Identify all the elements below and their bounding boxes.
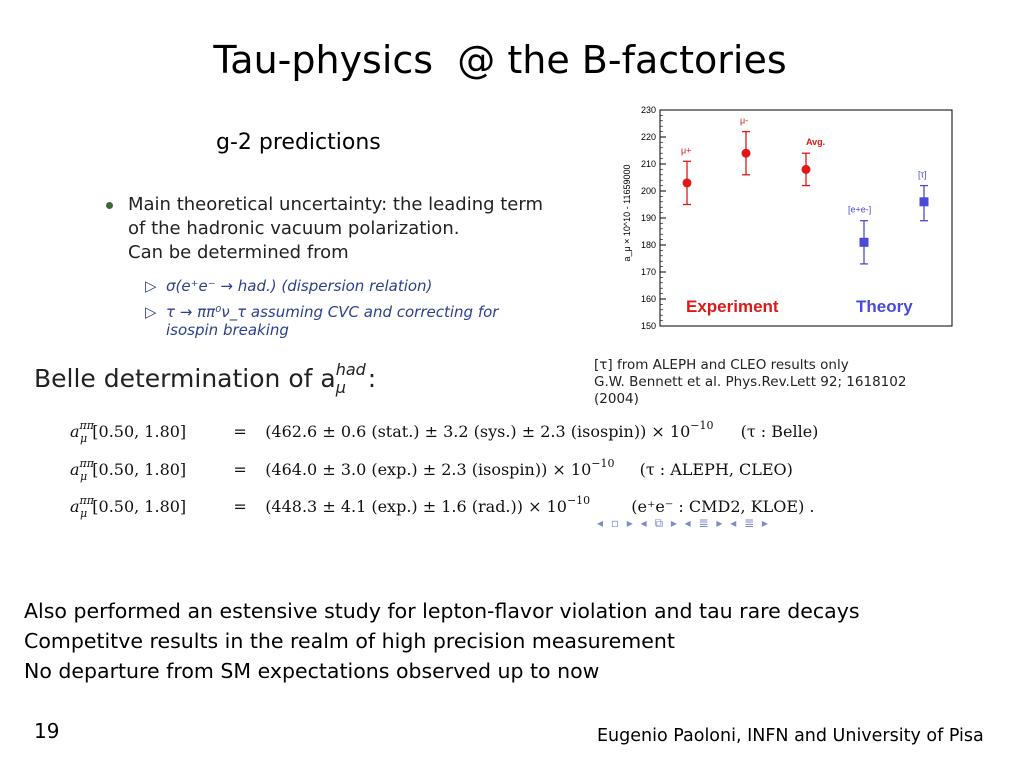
data-point: [682, 178, 692, 188]
conclusion-line: Also performed an estensive study for le…: [24, 599, 860, 623]
eq-symbol-sup: ππ: [79, 419, 95, 432]
data-point: [801, 164, 811, 174]
data-point: [919, 197, 929, 207]
slide-title: Tau-physics @ the B-factories: [213, 38, 787, 82]
eq-rhs: (464.0 ± 3.0 (exp.) ± 2.3 (isospin)) × 1…: [265, 460, 592, 479]
y-tick-label: 150: [641, 321, 656, 331]
eq-tag: (τ : Belle): [740, 422, 819, 441]
sub-items-list: ▷ σ(e⁺e⁻ → had.) (dispersion relation) ▷…: [145, 277, 545, 347]
point-label: [τ]: [918, 170, 927, 180]
group-label-experiment: Experiment: [686, 297, 779, 316]
chart-caption: [τ] from ALEPH and CLEO results only G.W…: [594, 357, 994, 408]
triangle-icon: ▷: [145, 303, 157, 321]
y-tick-label: 190: [641, 213, 656, 223]
y-tick-label: 200: [641, 186, 656, 196]
equation-2: aππμ [0.50, 1.80] = (464.0 ± 3.0 (exp.) …: [70, 457, 793, 483]
y-tick-label: 230: [641, 105, 656, 115]
eq-range: [0.50, 1.80]: [92, 497, 187, 516]
conclusion-line: No departure from SM expectations observ…: [24, 659, 600, 683]
point-label: μ-: [740, 116, 748, 126]
y-tick-label: 180: [641, 240, 656, 250]
caption-line: [τ] from ALEPH and CLEO results only: [594, 357, 849, 373]
caption-line: (2004): [594, 391, 639, 407]
point-label: [e+e-]: [848, 205, 871, 215]
eq-range: [0.50, 1.80]: [92, 422, 187, 441]
eq-symbol-sub: μ: [80, 432, 88, 445]
eq-exponent: −10: [690, 419, 714, 432]
main-bullet: Main theoretical uncertainty: the leadin…: [106, 193, 576, 265]
sub-item: ▷ τ → ππ⁰ν_τ assuming CVC and correcting…: [145, 303, 545, 339]
bullet-line-2: of the hadronic vacuum polarization.: [128, 218, 460, 239]
page-number: 19: [34, 719, 60, 743]
bullet-line-3: Can be determined from: [128, 242, 349, 263]
eq-rhs: (462.6 ± 0.6 (stat.) ± 3.2 (sys.) ± 2.3 …: [265, 422, 691, 441]
point-label: Avg.: [806, 137, 825, 147]
equation-1: aππμ [0.50, 1.80] = (462.6 ± 0.6 (stat.)…: [70, 419, 819, 445]
y-tick-label: 210: [641, 159, 656, 169]
bullet-dot-icon: [106, 202, 113, 209]
triangle-icon: ▷: [145, 277, 157, 295]
eq-tag: (e⁺e⁻ : CMD2, KLOE) .: [631, 497, 815, 516]
sub-item-text: τ → ππ⁰ν_τ assuming CVC and correcting f…: [166, 303, 499, 339]
y-tick-label: 160: [641, 294, 656, 304]
y-tick-label: 220: [641, 132, 656, 142]
beamer-nav-icons[interactable]: ◂ ▫ ▸ ◂ ⧉ ▸ ◂ ≣ ▸ ◂ ≣ ▸: [597, 516, 770, 530]
sub-item-text: σ(e⁺e⁻ → had.) (dispersion relation): [166, 277, 433, 295]
eq-sign: =: [233, 460, 247, 479]
eq-rhs: (448.3 ± 4.1 (exp.) ± 1.6 (rad.)) × 10: [265, 497, 567, 516]
belle-heading: Belle determination of ahad μ:: [34, 360, 377, 397]
eq-sign: =: [233, 497, 247, 516]
footer-author: Eugenio Paoloni, INFN and University of …: [597, 726, 984, 746]
eq-symbol-sup: ππ: [79, 457, 95, 470]
y-tick-label: 170: [641, 267, 656, 277]
sub-item: ▷ σ(e⁺e⁻ → had.) (dispersion relation): [145, 277, 545, 295]
group-label-theory: Theory: [856, 297, 913, 316]
g2-chart-svg: 150 160 170 180 190 200 210 220 230 a_μ × 10^10 -…: [622, 105, 953, 331]
caption-line: G.W. Bennett et al. Phys.Rev.Lett 92; 16…: [594, 374, 907, 390]
plot-frame: [659, 109, 953, 327]
eq-symbol-sup: ππ: [79, 494, 95, 507]
eq-symbol-sub: μ: [80, 507, 88, 520]
eq-range: [0.50, 1.80]: [92, 460, 187, 479]
eq-exponent: −10: [566, 494, 591, 507]
eq-symbol: a: [70, 422, 80, 441]
eq-symbol-sub: μ: [80, 470, 88, 483]
bullet-line-1: Main theoretical uncertainty: the leadin…: [128, 194, 544, 215]
y-axis-label: a_μ × 10^10 - 11659000: [622, 164, 632, 261]
data-point: [859, 237, 869, 247]
data-point: [741, 148, 751, 158]
eq-tag: (τ : ALEPH, CLEO): [639, 460, 793, 479]
belle-heading-sub: μ: [335, 378, 346, 397]
eq-symbol: a: [70, 460, 80, 479]
point-label: μ+: [681, 145, 691, 155]
equation-3: aππμ [0.50, 1.80] = (448.3 ± 4.1 (exp.) …: [70, 494, 815, 520]
conclusion-line: Competitve results in the realm of high …: [24, 629, 675, 653]
eq-symbol: a: [70, 497, 80, 516]
eq-sign: =: [233, 422, 247, 441]
g2-chart: 150 160 170 180 190 200 210 220 230 a_μ × 10^10 -…: [610, 104, 955, 336]
belle-heading-colon: :: [367, 364, 377, 393]
belle-heading-text: Belle determination of a: [34, 364, 336, 393]
belle-heading-sup: had: [335, 360, 366, 379]
conclusions: Also performed an estensive study for le…: [24, 596, 860, 686]
eq-exponent: −10: [591, 457, 615, 470]
subtitle: g-2 predictions: [216, 130, 381, 155]
